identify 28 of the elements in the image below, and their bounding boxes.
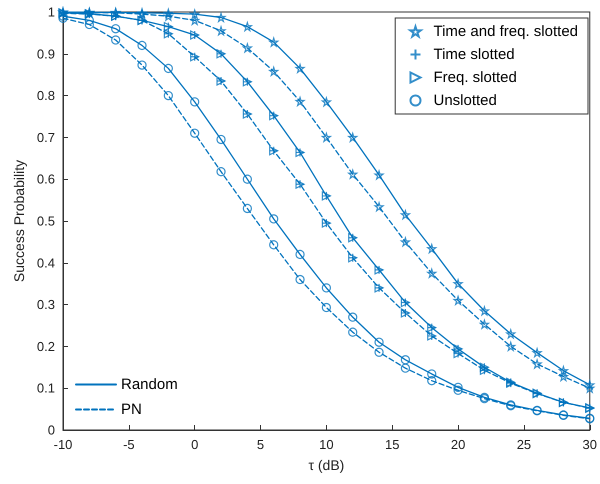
y-tick-label: 0: [48, 422, 55, 438]
y-tick-label: 0.7: [36, 130, 55, 145]
legend-label: Freq. slotted: [433, 69, 517, 86]
x-tick-label: 30: [582, 437, 598, 452]
y-tick-label: 0.1: [36, 380, 55, 396]
x-tick-label: 5: [256, 437, 264, 452]
legend-label: Unslotted: [433, 92, 497, 109]
x-tick-label: 0: [191, 437, 198, 452]
y-tick-label: 0.6: [36, 172, 55, 187]
y-axis-title: Success Probability: [11, 160, 28, 282]
legend-label: PN: [121, 401, 142, 418]
x-tick-label: 20: [450, 437, 466, 452]
y-tick-label: 1: [48, 4, 55, 20]
y-tick-label: 0.5: [36, 214, 55, 228]
y-tick-label: 0.9: [36, 46, 55, 62]
x-tick-label: 15: [384, 437, 400, 452]
y-tick-label: 0.3: [36, 297, 55, 312]
legend-label: Time slotted: [433, 46, 515, 63]
x-axis-title: τ (dB): [308, 457, 344, 473]
legend-label: Time and freq. slotted: [433, 23, 578, 40]
x-tick-label: -10: [54, 437, 72, 452]
x-tick-label: -5: [123, 437, 135, 452]
legend-label: Random: [121, 376, 178, 393]
x-tick-label: 25: [516, 437, 532, 452]
y-tick-label: 0.4: [36, 255, 55, 270]
x-tick-label: 10: [319, 437, 334, 452]
y-tick-label: 0.8: [36, 88, 55, 104]
y-tick-label: 0.2: [36, 338, 55, 354]
